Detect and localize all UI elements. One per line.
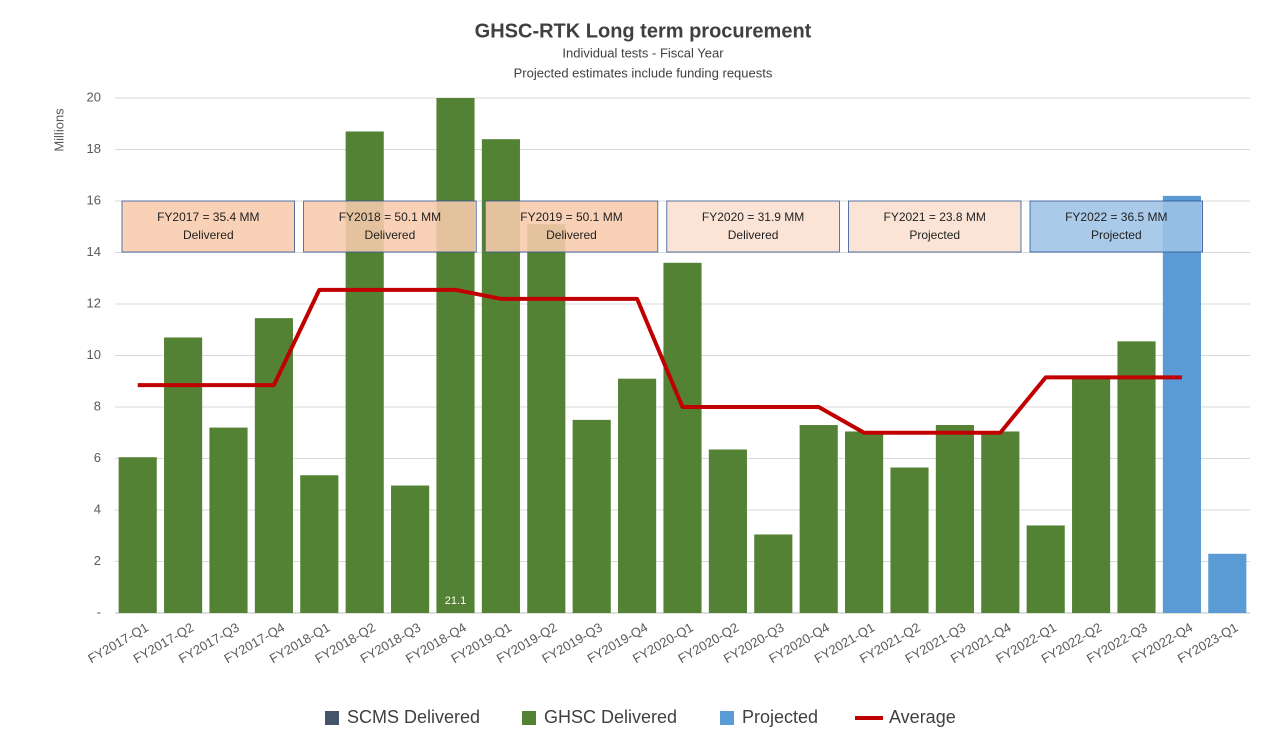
- bar: [572, 419, 611, 613]
- chart-subtitle: Individual tests - Fiscal Year: [562, 45, 724, 60]
- legend-label: SCMS Delivered: [347, 707, 480, 727]
- annotation-subtext: Delivered: [183, 228, 234, 242]
- annotation-text: FY2019 = 50.1 MM: [520, 210, 622, 224]
- chart-title: GHSC-RTK Long term procurement: [475, 20, 812, 42]
- annotation-subtext: Projected: [1091, 228, 1142, 242]
- annotation-text: FY2018 = 50.1 MM: [339, 210, 441, 224]
- bar: [663, 262, 702, 613]
- legend-swatch: [720, 711, 734, 725]
- bar: [708, 449, 747, 613]
- legend-label: Projected: [742, 707, 818, 727]
- annotation-subtext: Projected: [909, 228, 960, 242]
- annotation-text: FY2020 = 31.9 MM: [702, 210, 804, 224]
- annotation-box: [666, 200, 840, 253]
- bar: [845, 431, 884, 613]
- annotation-subtext: Delivered: [546, 228, 597, 242]
- y-axis-label: Millions: [51, 108, 66, 152]
- legend-swatch: [522, 711, 536, 725]
- y-tick-label: 8: [94, 398, 101, 413]
- annotation-box: [1029, 200, 1204, 253]
- bar: [1026, 525, 1065, 613]
- annotation-subtext: Delivered: [365, 228, 416, 242]
- bar: [300, 475, 339, 613]
- legend-label: Average: [889, 707, 956, 727]
- annotation-box: [484, 200, 659, 253]
- line: [137, 287, 1182, 435]
- bar: [1162, 195, 1201, 613]
- y-tick-label: 20: [87, 89, 101, 104]
- bar: [118, 457, 157, 613]
- annotation-box: [121, 200, 296, 253]
- bar: [618, 378, 657, 613]
- bar: [1072, 376, 1111, 613]
- bar: [164, 337, 203, 613]
- data-label: 21.1: [445, 595, 466, 607]
- plot-area: [118, 98, 1247, 614]
- y-tick-label: 4: [94, 501, 101, 516]
- annotation-subtext: Delivered: [728, 228, 779, 242]
- bar: [799, 425, 838, 613]
- bar: [391, 485, 430, 613]
- annotation-text: FY2017 = 35.4 MM: [157, 210, 259, 224]
- bar: [1117, 341, 1156, 613]
- bar: [209, 427, 248, 613]
- legend-label: GHSC Delivered: [544, 707, 677, 727]
- y-tick-label: 16: [87, 192, 101, 207]
- bar: [890, 467, 929, 613]
- bar: [754, 534, 793, 613]
- bar: [254, 318, 293, 613]
- chart-subtitle: Projected estimates include funding requ…: [514, 65, 773, 80]
- y-tick-label: 14: [87, 244, 101, 259]
- legend-swatch: [325, 711, 339, 725]
- annotation-text: FY2022 = 36.5 MM: [1065, 210, 1167, 224]
- bar: [981, 431, 1020, 613]
- y-tick-label: 12: [87, 295, 101, 310]
- y-tick-label: 18: [87, 141, 101, 156]
- annotation-box: [848, 200, 1022, 253]
- bar: [527, 224, 566, 614]
- bar: [1208, 553, 1247, 613]
- annotation-text: FY2021 = 23.8 MM: [884, 210, 986, 224]
- y-tick-label: 6: [94, 450, 101, 465]
- bar: [436, 98, 475, 614]
- bar: [935, 425, 974, 613]
- y-tick-label: 10: [87, 347, 101, 362]
- y-tick-label: -: [97, 604, 101, 619]
- y-tick-label: 2: [94, 553, 101, 568]
- annotation-box: [303, 200, 477, 253]
